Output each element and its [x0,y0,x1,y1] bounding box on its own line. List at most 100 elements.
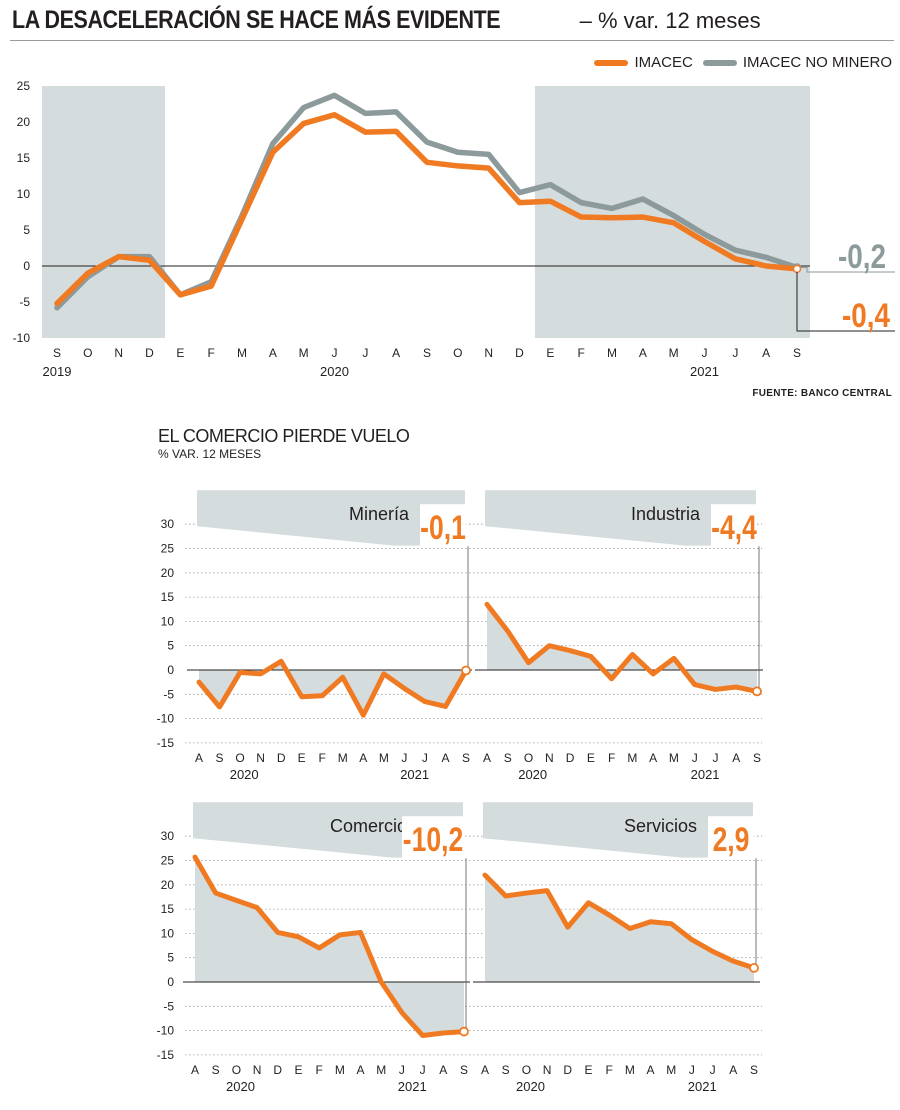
x-tick-label: F [605,1063,612,1077]
legend: IMACEC IMACEC NO MINERO [594,54,892,71]
x-tick-label: A [359,751,367,765]
x-tick-label: A [729,1063,737,1077]
x-tick-label: M [299,346,309,360]
legend-item-no-minero: IMACEC NO MINERO [702,54,892,71]
end-marker-mineria [461,665,471,676]
value-label-mineria: -0,1 [420,509,466,547]
x-tick-label: J [692,751,698,765]
x-tick-label: N [484,346,493,360]
x-tick-label: O [232,1063,241,1077]
legend-swatch-no-minero [702,59,737,66]
panel-area-comercio [195,857,464,1036]
main-chart: -10 -5 0 5 10 15 20 25 S O N D E F M A M J J A S O N D E F M A M J J A S… [13,79,895,379]
value-label-industria: -4,4 [711,509,757,547]
y-tick-label: -5 [19,295,30,309]
legend-swatch-imacec [594,59,629,66]
x-tick-label: E [176,346,184,360]
year-label: 2021 [690,364,719,379]
x-tick-label: S [53,346,61,360]
year-label: 2020 [516,1079,545,1094]
series-line-servicios [482,872,757,971]
x-tick-label: M [237,346,247,360]
x-tick-label: M [379,751,389,765]
x-tick-label: M [666,1063,676,1077]
x-tick-label: J [401,751,407,765]
x-tick-label: A [357,1063,365,1077]
x-tick-label: D [515,346,524,360]
x-tick-label: M [625,1063,635,1077]
callout-line-imacec [796,271,895,332]
y-tick-label: 15 [17,151,31,165]
series-line-comercio [192,854,467,1038]
panel-title-comercio: Comercio [330,816,407,836]
title-text: LA DESACELERACIÓN SE HACE MÁS EVIDENTE [12,6,501,34]
x-tick-label: A [392,346,400,360]
x-tick-label: O [524,751,533,765]
x-tick-label: D [566,751,575,765]
x-tick-label: N [256,751,265,765]
x-tick-label: F [577,346,584,360]
value-box-comercio [402,816,464,859]
x-tick-label: M [338,751,348,765]
y-tick-label: 5 [167,639,174,653]
panel-header-band-servicios [483,802,753,858]
legend-item-imacec: IMACEC [594,54,693,71]
x-tick-label: S [216,751,224,765]
end-marker-industria [752,686,762,697]
x-tick-label: A [439,1063,447,1077]
y-tick-label: 10 [17,187,31,201]
x-tick-label: A [441,751,449,765]
value-box-industria [711,504,757,547]
x-tick-label: S [212,1063,220,1077]
x-tick-label: J [702,346,708,360]
x-tick-label: A [762,346,770,360]
y-tick-label: -10 [157,712,175,726]
x-tick-label: J [420,1063,426,1077]
x-tick-label: A [481,1063,489,1077]
year-label: 2021 [688,1079,717,1094]
x-tick-label: J [422,751,428,765]
year-label: 2020 [518,767,547,782]
y-tick-label: -15 [157,736,175,750]
x-tick-label: J [362,346,368,360]
end-marker-comercio [459,1026,469,1037]
y-tick-label: 15 [161,902,175,916]
value-label-comercio: -10,2 [403,821,463,859]
year-label: 2021 [398,1079,427,1094]
value-label-servicios: 2,9 [713,821,750,859]
x-tick-label: E [546,346,554,360]
year-label: 2019 [43,364,72,379]
x-tick-label: O [522,1063,531,1077]
x-tick-label: F [315,1063,322,1077]
x-tick-label: S [462,751,470,765]
panel-area-industria [487,604,757,692]
x-tick-label: A [269,346,277,360]
x-tick-label: E [587,751,595,765]
year-label: 2020 [320,364,349,379]
y-tick-label: 20 [17,115,31,129]
x-tick-label: J [710,1063,716,1077]
value-box-servicios [708,816,754,859]
x-tick-label: F [319,751,326,765]
panel-title-servicios: Servicios [624,816,697,836]
end-marker-imacec [792,264,802,274]
x-tick-label: D [277,751,286,765]
x-tick-label: E [298,751,306,765]
panel-title-industria: Industria [631,504,701,524]
legend-label-imacec: IMACEC [634,54,693,71]
y-tick-label: 0 [167,975,174,989]
x-tick-label: O [235,751,244,765]
series-line-mineria [196,658,469,718]
x-tick-label: S [753,751,761,765]
year-label: 2021 [691,767,720,782]
x-tick-label: M [376,1063,386,1077]
panel-area-servicios [485,875,754,982]
x-tick-label: J [732,346,738,360]
end-value-imacec: -0,4 [842,296,891,334]
panel-header-band-comercio [193,802,463,858]
x-tick-label: S [793,346,801,360]
x-tick-label: S [460,1063,468,1077]
y-tick-label: 20 [161,878,175,892]
x-tick-label: A [191,1063,199,1077]
x-tick-label: M [669,751,679,765]
